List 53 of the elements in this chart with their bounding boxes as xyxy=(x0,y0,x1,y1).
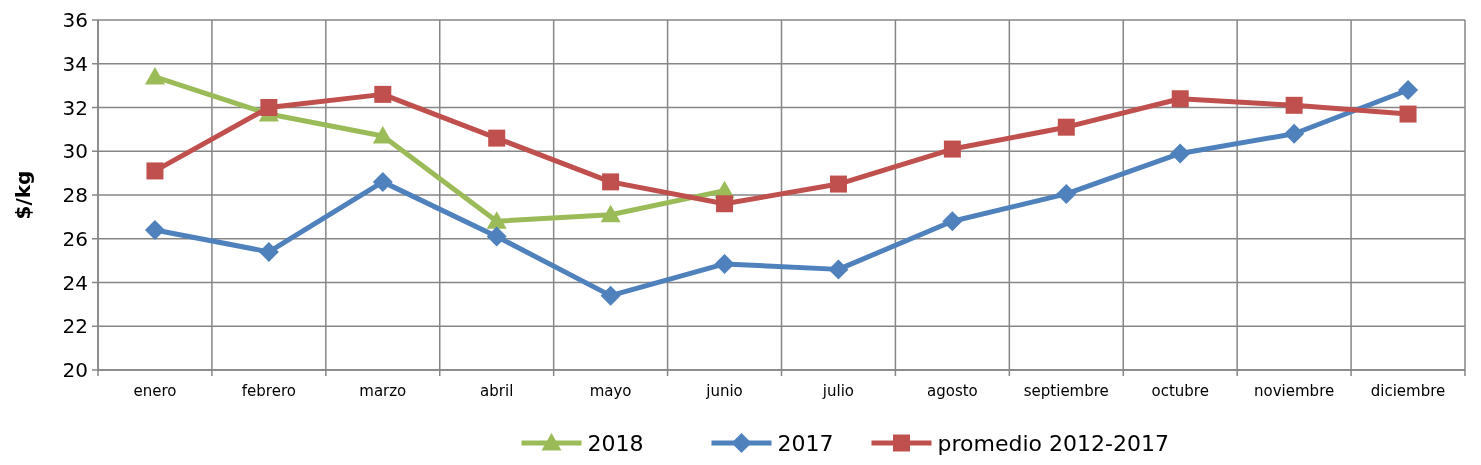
point xyxy=(1398,80,1419,100)
point xyxy=(146,162,164,180)
y-axis-title: $/kg xyxy=(11,170,35,220)
x-tick-label: junio xyxy=(705,382,743,400)
y-tick-label: 22 xyxy=(62,314,88,339)
legend-label: promedio 2012-2017 xyxy=(937,430,1169,456)
point xyxy=(828,259,849,280)
y-tick-label: 28 xyxy=(62,183,88,207)
point xyxy=(1284,123,1305,144)
point xyxy=(258,241,279,262)
x-tick-label: noviembre xyxy=(1254,382,1335,400)
point xyxy=(716,195,734,213)
point xyxy=(144,66,165,85)
x-tick-label: agosto xyxy=(926,382,978,400)
x-tick-label: abril xyxy=(480,382,514,400)
legend-label: 2017 xyxy=(777,430,834,456)
point xyxy=(1285,96,1303,114)
x-tick-label: julio xyxy=(821,382,855,400)
point xyxy=(486,226,507,247)
y-tick-label: 34 xyxy=(62,51,88,76)
point xyxy=(943,140,961,158)
point xyxy=(1399,105,1417,123)
y-tick-label: 32 xyxy=(62,95,88,120)
y-tick-label: 24 xyxy=(62,270,88,295)
point xyxy=(372,125,393,144)
point xyxy=(260,99,278,116)
x-tick-label: octubre xyxy=(1151,382,1209,400)
point xyxy=(829,175,847,193)
x-tick-label: marzo xyxy=(359,382,407,400)
legend-label: 2018 xyxy=(587,430,644,456)
point xyxy=(602,173,620,191)
point xyxy=(488,129,506,147)
point xyxy=(374,85,392,103)
point xyxy=(1056,183,1077,204)
y-tick-label: 26 xyxy=(62,226,88,251)
point xyxy=(942,211,963,232)
x-tick-label: septiembre xyxy=(1023,382,1109,400)
point xyxy=(600,204,621,223)
point xyxy=(1057,118,1075,136)
point xyxy=(1171,90,1189,108)
point xyxy=(600,285,621,306)
x-tick-label: febrero xyxy=(241,382,296,400)
point xyxy=(144,220,165,240)
y-tick-label: 30 xyxy=(62,139,88,164)
point xyxy=(714,253,735,274)
point xyxy=(486,211,507,229)
point xyxy=(1170,143,1191,164)
y-tick-label: 20 xyxy=(62,358,88,382)
x-tick-label: enero xyxy=(133,382,177,400)
x-tick-label: diciembre xyxy=(1370,382,1446,400)
point xyxy=(372,171,393,192)
x-tick-label: mayo xyxy=(589,382,632,400)
y-tick-label: 36 xyxy=(62,8,88,32)
